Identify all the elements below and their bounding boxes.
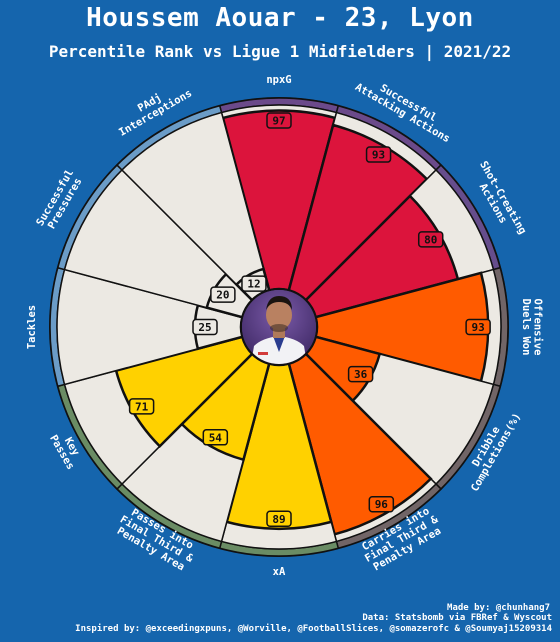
svg-text:97: 97 — [272, 115, 285, 128]
category-label-xa: xA — [273, 566, 286, 578]
category-label-offensive-duels-won: OffensiveDuels Won — [520, 299, 544, 356]
value-label: 93 — [365, 146, 392, 163]
slice-successful-attacking-actions — [287, 104, 442, 302]
svg-text:71: 71 — [135, 400, 149, 413]
player-photo-icon — [240, 288, 318, 366]
credit-made-by: Made by: @chunhang7 — [447, 603, 550, 613]
value-label: 97 — [266, 112, 292, 129]
svg-text:20: 20 — [216, 289, 229, 302]
value-label: 80 — [417, 231, 444, 248]
slices-layer — [49, 97, 509, 557]
value-label: 93 — [465, 318, 491, 336]
svg-text:93: 93 — [372, 149, 385, 162]
value-label: 71 — [128, 398, 155, 415]
svg-text:12: 12 — [247, 278, 260, 291]
category-label-tackles: Tackles — [26, 305, 38, 349]
slice-key-passes — [56, 335, 254, 490]
slice-xa — [218, 362, 340, 557]
svg-text:89: 89 — [272, 513, 285, 526]
svg-text:36: 36 — [354, 368, 368, 381]
svg-text:93: 93 — [471, 321, 484, 334]
credit-data-source: Data: Statsbomb via FBRef & Wyscout — [362, 613, 552, 623]
value-label: 20 — [210, 286, 236, 303]
svg-text:54: 54 — [209, 431, 223, 444]
value-label: 96 — [368, 495, 395, 513]
chart-title: Houssem Aouar - 23, Lyon — [86, 3, 474, 33]
value-label: 12 — [241, 275, 267, 292]
value-label: 89 — [266, 510, 292, 528]
chart-subtitle: Percentile Rank vs Ligue 1 Midfielders |… — [48, 42, 512, 61]
value-label: 54 — [202, 429, 229, 446]
category-label-npxg: npxG — [266, 74, 291, 86]
svg-text:25: 25 — [198, 321, 211, 334]
svg-text:96: 96 — [375, 498, 389, 511]
credit-inspired-by: Inspired by: @exceedingxpuns, @Worville,… — [75, 624, 552, 634]
value-label: 36 — [347, 365, 374, 383]
value-label: 25 — [192, 318, 218, 336]
svg-text:80: 80 — [424, 233, 437, 246]
